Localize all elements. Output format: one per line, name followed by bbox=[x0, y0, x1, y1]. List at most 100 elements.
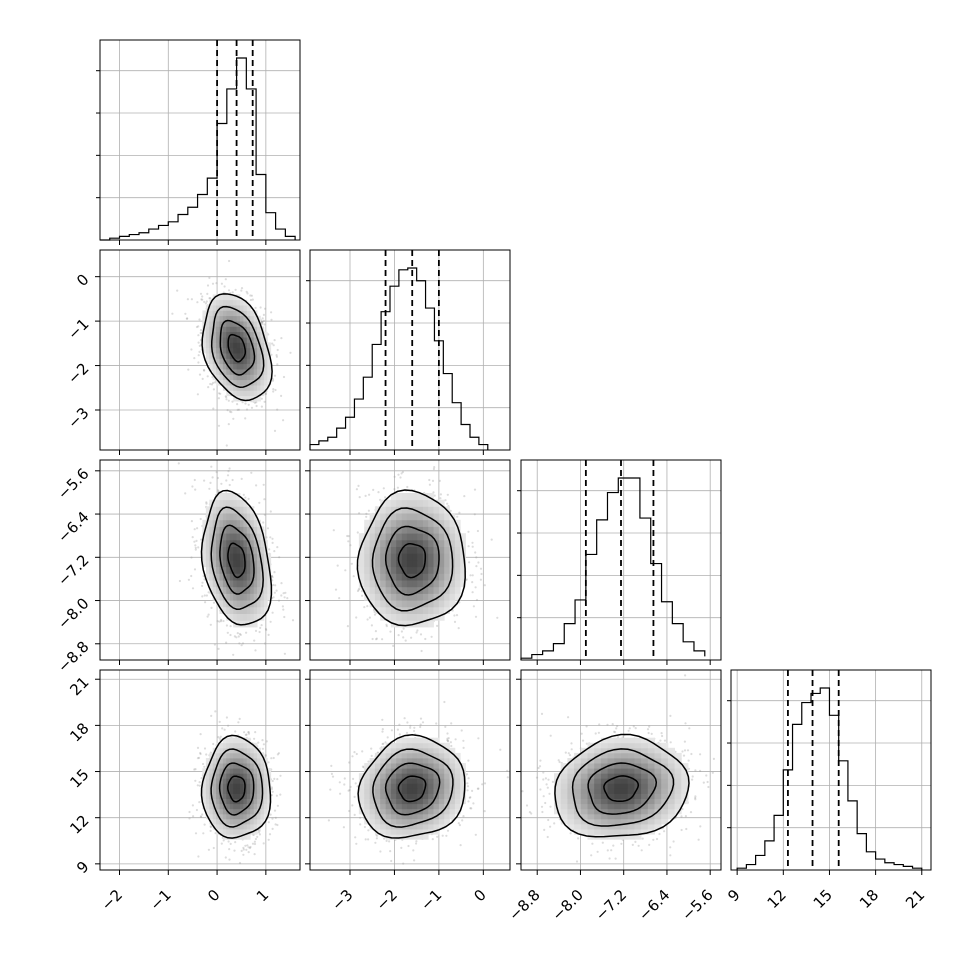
sample-point bbox=[201, 298, 204, 301]
sample-point bbox=[258, 630, 261, 634]
sample-point bbox=[224, 278, 227, 281]
sample-point bbox=[199, 329, 203, 332]
sample-point bbox=[240, 849, 243, 853]
density-cell bbox=[226, 513, 231, 521]
density-cell bbox=[240, 315, 244, 322]
density-cell bbox=[263, 374, 268, 381]
sample-point bbox=[197, 361, 200, 364]
density-cell bbox=[226, 573, 231, 581]
density-cell bbox=[428, 553, 434, 561]
density-cell bbox=[390, 613, 397, 621]
density-cell bbox=[380, 546, 386, 554]
sample-point bbox=[269, 510, 272, 513]
density-cell bbox=[260, 600, 265, 608]
density-cell bbox=[412, 553, 418, 561]
sample-point bbox=[282, 419, 285, 422]
density-cell bbox=[385, 499, 392, 507]
density-cell bbox=[246, 385, 251, 391]
sample-point bbox=[262, 521, 265, 524]
density-cell bbox=[267, 586, 272, 594]
density-cell bbox=[390, 566, 397, 574]
density-cell bbox=[406, 533, 413, 541]
density-cell bbox=[369, 586, 376, 594]
density-cell bbox=[222, 553, 227, 561]
density-cell bbox=[454, 539, 461, 547]
density-cell bbox=[212, 331, 217, 338]
sample-point bbox=[253, 401, 257, 404]
density-cell bbox=[209, 331, 214, 338]
sample-point bbox=[457, 627, 460, 630]
density-cell bbox=[226, 331, 231, 338]
sample-point bbox=[279, 793, 282, 796]
sample-point bbox=[235, 636, 238, 639]
sample-point bbox=[215, 282, 218, 285]
density-cell bbox=[233, 390, 237, 397]
sample-point bbox=[209, 829, 212, 833]
sample-point bbox=[271, 342, 274, 345]
sample-point bbox=[436, 624, 439, 628]
sample-point bbox=[225, 479, 228, 482]
sample-point bbox=[368, 493, 371, 496]
density-cell bbox=[438, 533, 445, 541]
sample-point bbox=[229, 625, 232, 628]
density-cell bbox=[364, 539, 370, 547]
sample-point bbox=[416, 629, 419, 632]
density-cell bbox=[222, 369, 227, 375]
sample-point bbox=[210, 465, 213, 468]
density-cell bbox=[243, 580, 248, 588]
density-cell bbox=[226, 566, 231, 574]
density-cell bbox=[205, 347, 210, 354]
density-cell bbox=[240, 326, 244, 333]
density-cell bbox=[253, 580, 258, 588]
density-cell bbox=[233, 513, 237, 521]
density-cell bbox=[454, 560, 461, 568]
density-cell bbox=[422, 539, 429, 547]
density-cell bbox=[263, 358, 268, 365]
sample-point bbox=[363, 606, 366, 609]
histogram-step-line bbox=[100, 57, 296, 241]
density-cell bbox=[240, 553, 244, 561]
density-cell bbox=[267, 342, 272, 349]
density-cell bbox=[222, 353, 227, 359]
density-cell bbox=[396, 600, 402, 608]
density-cell bbox=[358, 560, 365, 568]
density-cell bbox=[219, 321, 224, 327]
density-cell bbox=[374, 546, 381, 554]
sample-point bbox=[424, 637, 427, 641]
density-cell bbox=[236, 305, 241, 311]
sample-point bbox=[227, 289, 231, 292]
density-cell bbox=[390, 560, 397, 568]
sample-point bbox=[266, 527, 270, 530]
density-cell bbox=[236, 499, 241, 507]
sample-point bbox=[191, 804, 194, 807]
sample-point bbox=[471, 541, 474, 544]
density-cell bbox=[380, 533, 386, 541]
sample-point bbox=[219, 392, 222, 395]
sample-point bbox=[232, 417, 235, 420]
density-cell bbox=[240, 305, 244, 311]
sample-point bbox=[453, 614, 456, 617]
sample-point bbox=[472, 605, 475, 608]
density-cell bbox=[240, 299, 244, 306]
density-cell bbox=[233, 546, 237, 554]
sample-point bbox=[259, 626, 262, 630]
density-cell bbox=[209, 580, 214, 588]
density-cell bbox=[209, 315, 214, 322]
sample-point bbox=[207, 386, 210, 389]
sample-point bbox=[208, 487, 211, 490]
sample-point bbox=[238, 717, 241, 721]
sample-point bbox=[419, 633, 423, 636]
sample-point bbox=[253, 639, 256, 642]
sample-point bbox=[366, 605, 369, 608]
density-cell bbox=[236, 299, 241, 306]
sample-point bbox=[227, 724, 230, 727]
density-cell bbox=[433, 606, 440, 614]
density-cell bbox=[236, 580, 241, 588]
histogram-panel-0 bbox=[96, 39, 301, 241]
histogram-panel-1 bbox=[306, 249, 511, 451]
density-cell bbox=[243, 593, 248, 601]
sample-point bbox=[467, 530, 470, 533]
sample-point bbox=[257, 831, 260, 834]
sample-point bbox=[171, 312, 174, 315]
sample-point bbox=[410, 636, 413, 639]
